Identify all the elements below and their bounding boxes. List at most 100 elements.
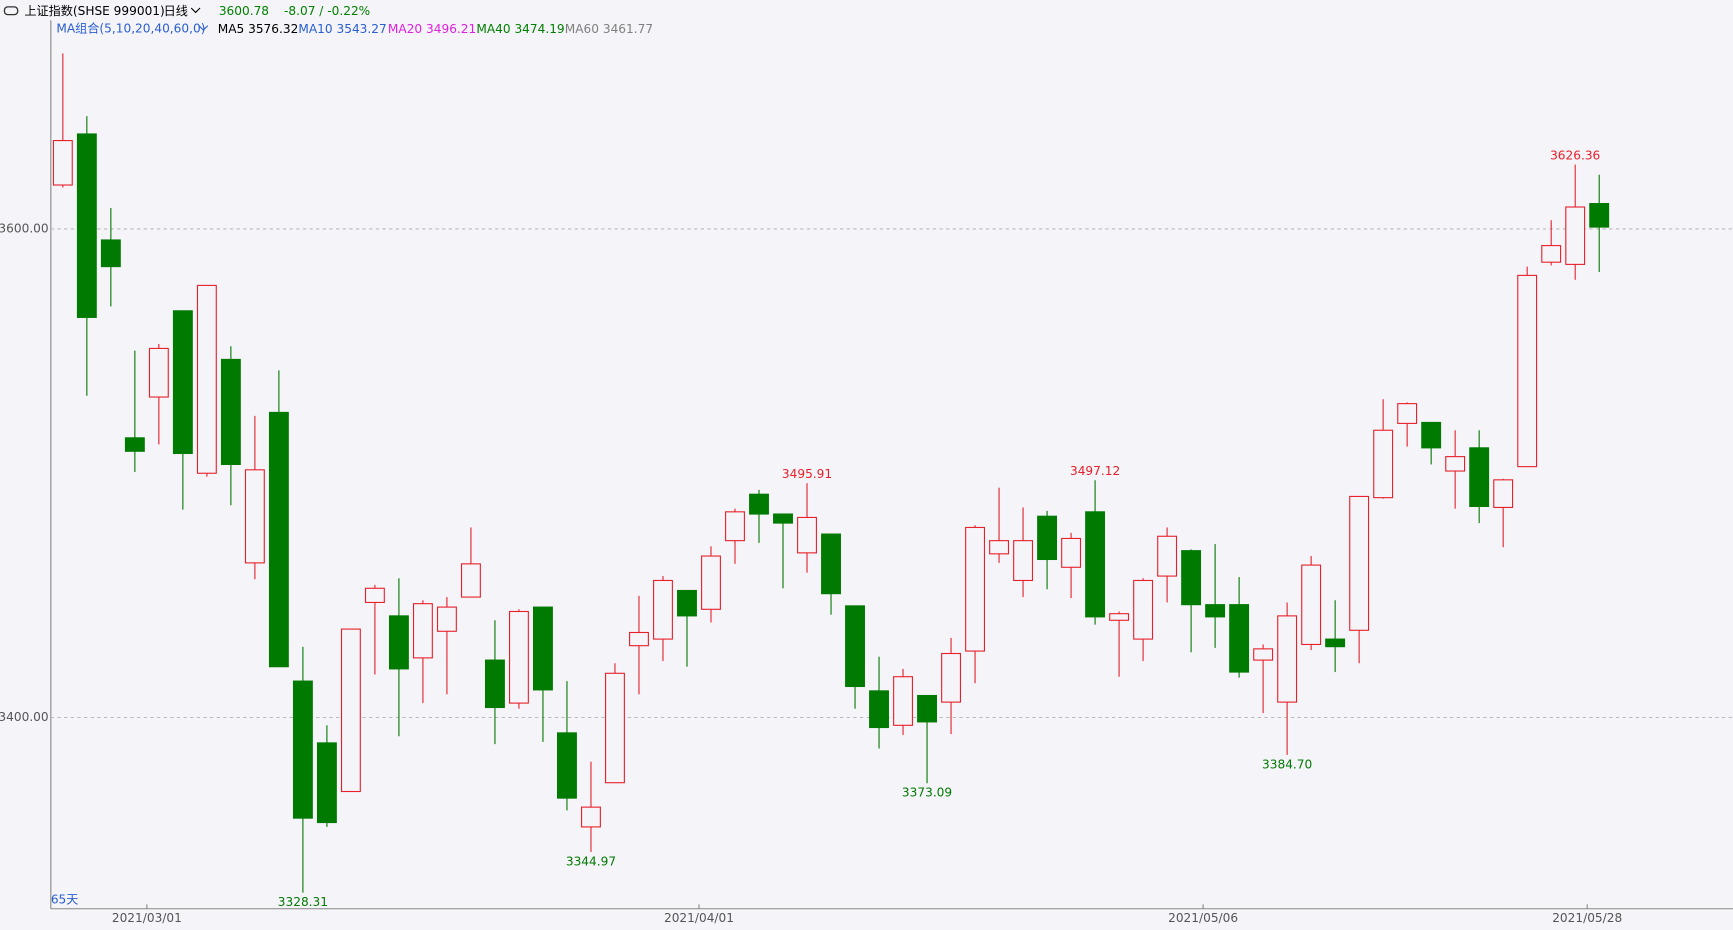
body	[581, 806, 601, 828]
body	[124, 437, 145, 452]
body	[1397, 403, 1418, 424]
body	[1517, 274, 1538, 468]
body	[148, 347, 169, 398]
body	[484, 659, 505, 709]
period[interactable]: 日线	[164, 4, 188, 18]
body	[773, 513, 793, 524]
body	[1013, 540, 1034, 582]
count-label: 65天	[51, 892, 79, 906]
body	[196, 284, 217, 474]
body	[509, 610, 529, 704]
y-tick-label: 3400.00	[0, 710, 49, 724]
body	[941, 652, 961, 703]
body	[52, 140, 73, 186]
body	[412, 603, 433, 659]
ma-item: MA20 3496.21	[388, 21, 476, 35]
body	[244, 469, 265, 564]
high-label: 3497.12	[1070, 464, 1120, 478]
y-tick-label: 3600.00	[0, 221, 49, 235]
high-label: 3495.91	[782, 467, 832, 481]
body	[869, 690, 889, 729]
body	[821, 533, 841, 595]
body	[533, 606, 553, 691]
body	[1445, 456, 1466, 472]
body	[1373, 429, 1394, 499]
body	[1349, 495, 1370, 631]
body	[557, 732, 577, 799]
body	[172, 310, 193, 455]
body	[917, 694, 937, 723]
x-tick-label: 2021/04/01	[664, 911, 734, 925]
x-tick-label: 2021/03/01	[112, 911, 182, 925]
body	[1085, 511, 1106, 618]
body	[1109, 613, 1130, 621]
body	[220, 358, 241, 465]
body	[797, 516, 817, 554]
period-chevron[interactable]	[190, 7, 201, 14]
body	[100, 239, 121, 268]
body	[268, 411, 289, 668]
body	[1589, 203, 1610, 228]
low-label: 3328.31	[278, 895, 328, 909]
price: 3600.78	[219, 4, 269, 18]
ma-value: 3576.32	[248, 21, 298, 35]
low-label: 3344.97	[566, 854, 616, 868]
body	[1157, 535, 1178, 577]
ma-item: MA40 3474.19	[476, 21, 564, 35]
body	[1037, 515, 1058, 561]
body	[605, 672, 625, 784]
link-icon[interactable]	[3, 6, 19, 16]
ma-item: MA60 3461.77	[565, 21, 653, 35]
body	[340, 628, 361, 793]
low-label: 3373.09	[902, 786, 952, 800]
body	[436, 606, 457, 632]
body	[1493, 479, 1514, 508]
body	[1133, 579, 1154, 640]
body	[629, 631, 649, 647]
body	[653, 579, 673, 640]
ma-item: MA10 3543.27	[298, 21, 386, 35]
change: -8.07 / -0.22%	[284, 4, 370, 18]
ma-value: 3496.21	[426, 21, 476, 35]
body	[845, 605, 865, 688]
body	[1325, 638, 1346, 648]
ma-chevron[interactable]	[198, 25, 209, 31]
body	[725, 511, 745, 542]
body	[701, 555, 721, 610]
body	[1205, 604, 1226, 618]
body	[460, 563, 481, 598]
ma-value: 3474.19	[514, 21, 564, 35]
body	[388, 615, 409, 670]
ma-value: 3461.77	[603, 21, 653, 35]
symbol: 上证指数(SHSE 999001)	[24, 3, 164, 18]
body	[292, 680, 313, 819]
x-tick-label: 2021/05/06	[1168, 911, 1238, 925]
body	[1301, 564, 1322, 646]
body	[316, 742, 337, 824]
body	[1277, 615, 1298, 703]
ma-name: MA40	[476, 21, 510, 35]
ma-name: MA10	[298, 21, 332, 35]
body	[1565, 206, 1586, 265]
body	[1181, 550, 1202, 606]
body	[965, 526, 986, 652]
body	[989, 540, 1010, 555]
ma-item: MA5 3576.32	[218, 21, 299, 35]
ma-name: MA5	[218, 21, 245, 35]
body	[76, 133, 97, 318]
body	[1061, 537, 1082, 568]
ma-value: 3543.27	[337, 21, 387, 35]
body	[1253, 648, 1274, 661]
body	[364, 587, 385, 604]
body	[1421, 421, 1442, 449]
body	[677, 589, 697, 617]
x-tick-label: 2021/05/28	[1552, 911, 1622, 925]
ma-name: MA60	[565, 21, 599, 35]
ma-group[interactable]: MA组合(5,10,20,40,60,0)	[56, 20, 205, 35]
high-label: 3626.36	[1550, 148, 1600, 162]
ma-name: MA20	[388, 21, 422, 35]
body	[1229, 604, 1250, 673]
body	[1541, 245, 1562, 263]
body	[893, 676, 913, 726]
